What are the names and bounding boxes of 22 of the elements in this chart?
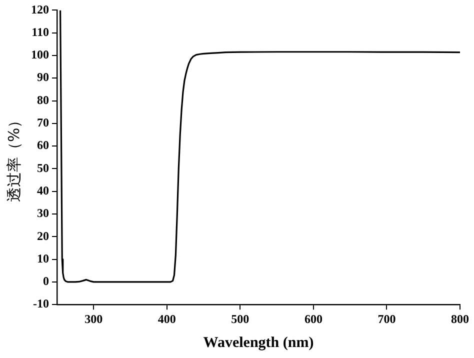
y-tick-label: 30 xyxy=(37,206,49,220)
y-tick-label: 100 xyxy=(31,48,49,62)
y-tick-label: 40 xyxy=(37,183,49,198)
y-axis-title: 透过率（%） xyxy=(4,112,23,202)
y-tick-label: 60 xyxy=(37,138,49,152)
y-tick-label: 20 xyxy=(37,228,49,243)
x-tick-label: 400 xyxy=(158,312,176,326)
y-tick-label: 0 xyxy=(43,274,49,288)
y-tick-label: 70 xyxy=(37,116,49,130)
x-axis-title: Wavelength (nm) xyxy=(203,334,314,351)
y-tick-label: 80 xyxy=(37,92,49,107)
y-tick-label: 50 xyxy=(37,160,49,175)
y-tick-label: 110 xyxy=(32,24,49,39)
y-tick-label: 10 xyxy=(37,251,49,266)
y-tick-label: 120 xyxy=(31,2,49,16)
x-tick-label: 800 xyxy=(451,312,469,326)
y-tick-label: 90 xyxy=(37,70,49,84)
y-tick-label: -10 xyxy=(33,296,49,311)
x-tick-label: 600 xyxy=(304,312,322,326)
x-tick-label: 500 xyxy=(231,312,250,326)
x-tick-label: 300 xyxy=(84,312,103,326)
x-tick-label: 700 xyxy=(378,312,396,326)
